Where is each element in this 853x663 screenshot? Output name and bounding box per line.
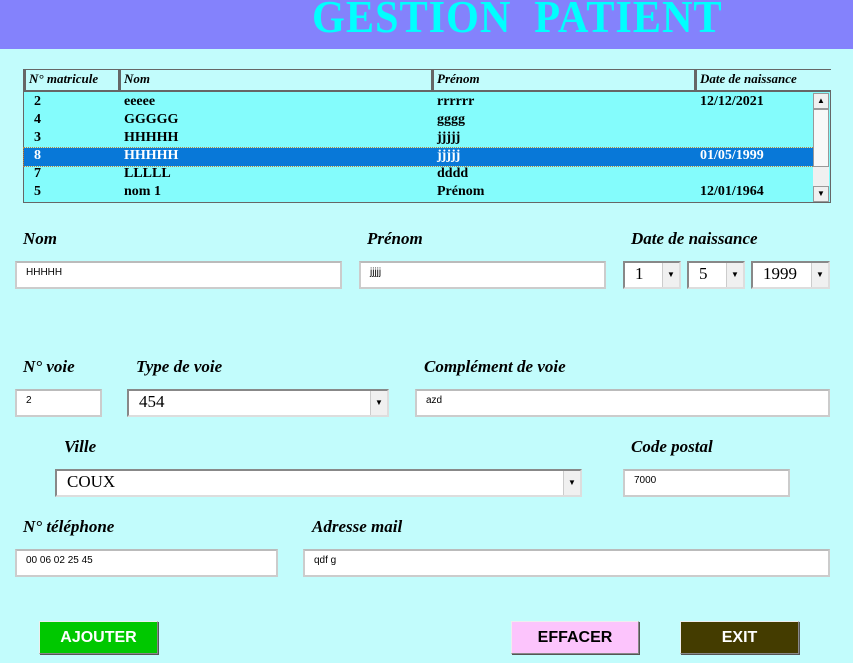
- cell-date: 01/05/1999: [700, 148, 764, 163]
- month-value: 5: [699, 264, 708, 283]
- ajouter-button[interactable]: AJOUTER: [39, 621, 158, 654]
- prenom-label: Prénom: [367, 229, 423, 248]
- col-header-prenom[interactable]: Prénom: [432, 70, 696, 92]
- chevron-down-icon[interactable]: ▼: [662, 263, 679, 287]
- scroll-thumb[interactable]: [813, 109, 829, 167]
- patient-grid[interactable]: N° matricule Nom Prénom Date de naissanc…: [23, 69, 831, 203]
- ville-value: COUX: [67, 472, 116, 491]
- voie-label: N° voie: [23, 357, 75, 376]
- cell-nom: HHHHH: [124, 130, 179, 145]
- mail-label: Adresse mail: [312, 517, 403, 536]
- table-row[interactable]: 8 HHHHH jjjjj 01/05/1999: [23, 147, 815, 167]
- table-row[interactable]: 3 HHHHH jjjjj: [24, 130, 814, 148]
- scroll-up-icon[interactable]: ▲: [813, 93, 829, 109]
- day-value: 1: [635, 264, 644, 283]
- table-row[interactable]: 5 nom 1 Prénom 12/01/1964: [24, 184, 814, 202]
- cell-matricule: 4: [34, 112, 41, 127]
- ville-select[interactable]: COUX ▼: [55, 469, 582, 497]
- cell-prenom: jjjjj: [437, 130, 461, 145]
- date-label: Date de naissance: [631, 229, 758, 248]
- cell-matricule: 3: [34, 130, 41, 145]
- col-header-date[interactable]: Date de naissance: [695, 70, 831, 92]
- table-row[interactable]: 4 GGGGG gggg: [24, 112, 814, 130]
- cell-prenom: jjjjj: [437, 148, 461, 163]
- tel-input[interactable]: 00 06 02 25 45: [15, 549, 278, 577]
- voie-input[interactable]: 2: [15, 389, 102, 417]
- chevron-down-icon[interactable]: ▼: [811, 263, 828, 287]
- nom-label: Nom: [23, 229, 57, 248]
- cell-nom: nom 1: [124, 184, 161, 199]
- cp-input[interactable]: 7000: [623, 469, 790, 497]
- cell-matricule: 2: [34, 94, 41, 109]
- exit-button[interactable]: EXIT: [680, 621, 799, 654]
- header-bar: GESTION PATIENT: [0, 0, 853, 49]
- chevron-down-icon[interactable]: ▼: [563, 471, 580, 495]
- cell-nom: HHHHH: [124, 148, 179, 163]
- scroll-down-icon[interactable]: ▼: [813, 186, 829, 202]
- cp-label: Code postal: [631, 437, 713, 456]
- cell-prenom: gggg: [437, 112, 465, 127]
- effacer-button[interactable]: EFFACER: [511, 621, 639, 654]
- cell-date: 12/12/2021: [700, 94, 764, 109]
- table-row[interactable]: 7 LLLLL dddd: [24, 166, 814, 184]
- cell-nom: GGGGG: [124, 112, 179, 127]
- nom-input[interactable]: HHHHH: [15, 261, 342, 289]
- cell-matricule: 8: [34, 148, 41, 163]
- month-select[interactable]: 5 ▼: [687, 261, 745, 289]
- complement-input[interactable]: azd: [415, 389, 830, 417]
- cell-matricule: 5: [34, 184, 41, 199]
- chevron-down-icon[interactable]: ▼: [370, 391, 387, 415]
- prenom-input[interactable]: jjjjj: [359, 261, 606, 289]
- mail-input[interactable]: qdf g: [303, 549, 830, 577]
- cell-prenom: Prénom: [437, 184, 485, 199]
- cell-nom: LLLLL: [124, 166, 171, 181]
- grid-scrollbar[interactable]: ▲ ▼: [813, 93, 829, 202]
- year-select[interactable]: 1999 ▼: [751, 261, 830, 289]
- cell-matricule: 7: [34, 166, 41, 181]
- type-voie-value: 454: [139, 392, 165, 411]
- col-header-nom[interactable]: Nom: [119, 70, 433, 92]
- cell-date: 12/01/1964: [700, 184, 764, 199]
- type-voie-select[interactable]: 454 ▼: [127, 389, 389, 417]
- page-title: GESTION PATIENT: [312, 0, 723, 42]
- complement-label: Complément de voie: [424, 357, 566, 376]
- ville-label: Ville: [64, 437, 97, 456]
- tel-label: N° téléphone: [23, 517, 115, 536]
- chevron-down-icon[interactable]: ▼: [726, 263, 743, 287]
- cell-nom: eeeee: [124, 94, 156, 109]
- year-value: 1999: [763, 264, 797, 283]
- table-row[interactable]: 2 eeeee rrrrrr 12/12/2021: [24, 94, 814, 112]
- type-voie-label: Type de voie: [136, 357, 223, 376]
- col-header-matricule[interactable]: N° matricule: [24, 70, 120, 92]
- day-select[interactable]: 1 ▼: [623, 261, 681, 289]
- cell-prenom: rrrrrr: [437, 94, 475, 109]
- cell-prenom: dddd: [437, 166, 469, 181]
